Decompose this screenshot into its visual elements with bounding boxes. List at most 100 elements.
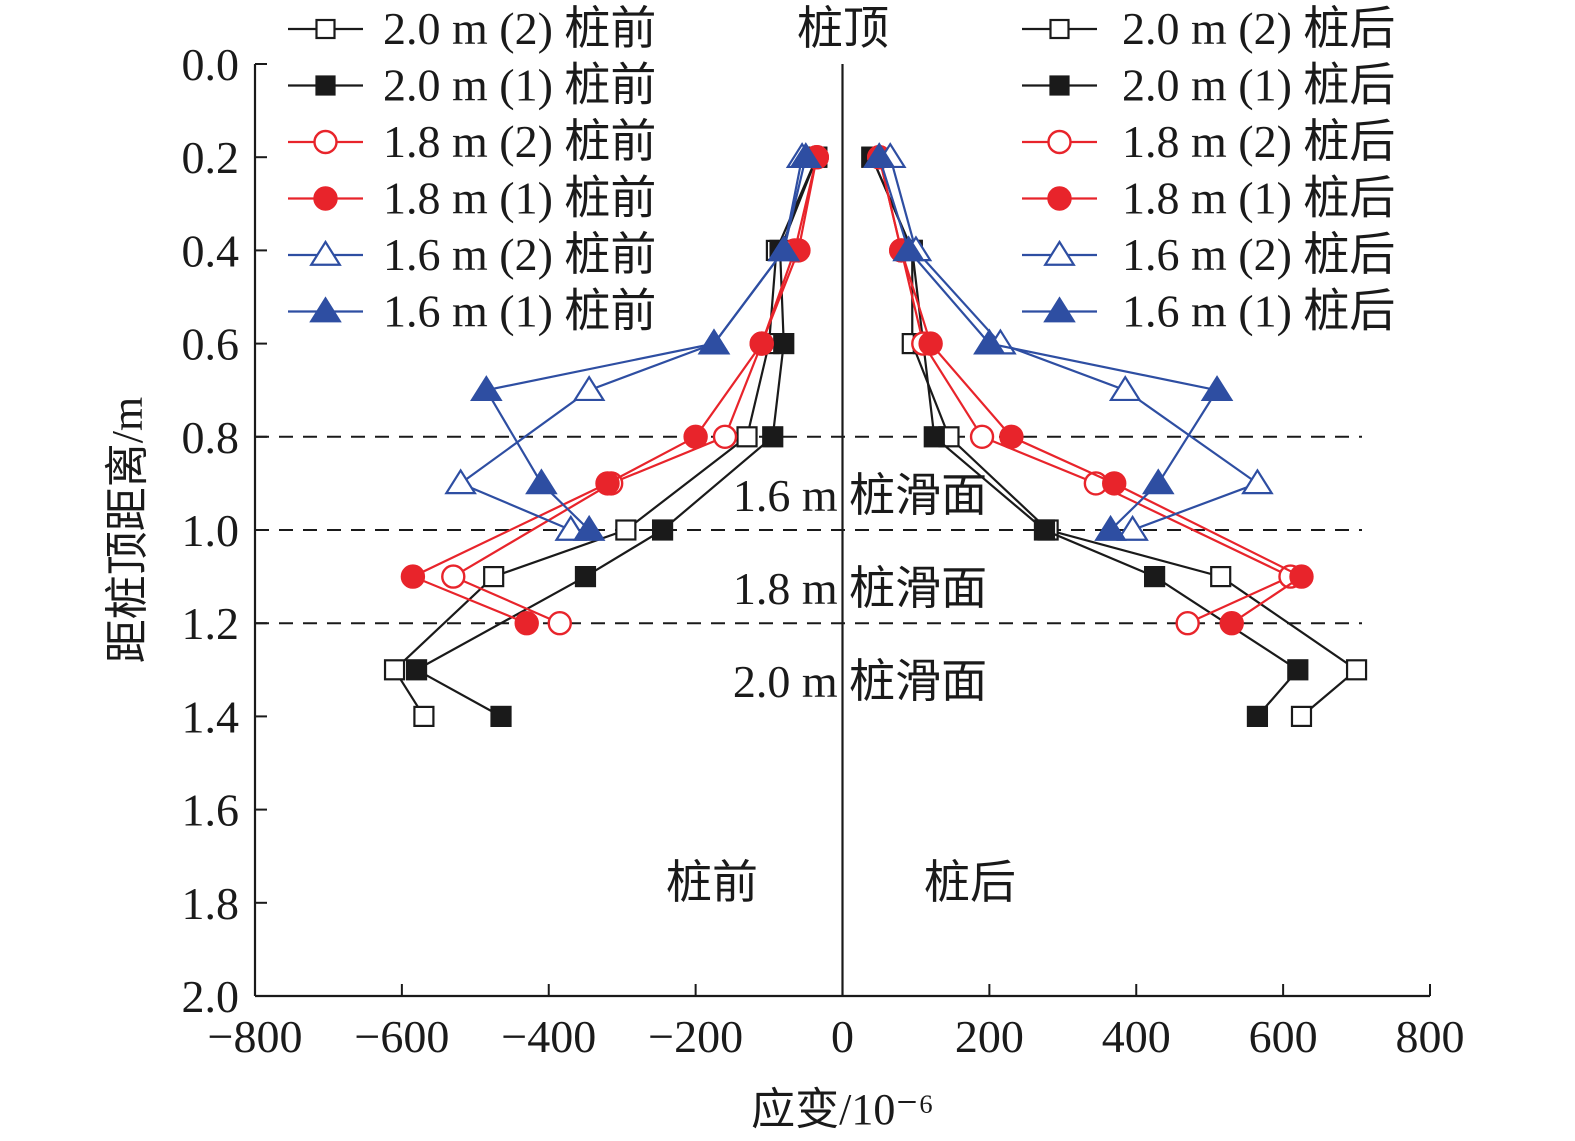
data-point-6-6 — [1345, 659, 1368, 681]
legend-label-6: 2.0 m (2) 桩后 — [1122, 3, 1395, 54]
slip-surface-label-1: 1.8 m 桩滑面 — [733, 563, 987, 614]
legend-label-4: 1.6 m (2) 桩前 — [383, 229, 656, 280]
legend-marker-8 — [1047, 129, 1072, 155]
legend-label-5: 1.6 m (1) 桩前 — [383, 286, 656, 337]
data-point-1-2 — [773, 333, 795, 355]
data-point-1-4 — [651, 519, 674, 541]
y-tick-label-10: 2.0 — [182, 971, 240, 1022]
x-tick-label-5: 200 — [955, 1011, 1024, 1062]
plot-layer: 1.6 m 桩滑面 1.8 m 桩滑面 2.0 m 桩滑面 — [255, 64, 1368, 996]
y-tick-label-1: 0.2 — [182, 132, 240, 183]
legend-label-9: 1.8 m (1) 桩后 — [1122, 173, 1395, 224]
legend-marker-4 — [309, 239, 342, 266]
legend-entry-11: 1.6 m (1) 桩后 — [1022, 286, 1395, 337]
legend-marker-5 — [309, 296, 342, 323]
data-point-11-0 — [862, 142, 896, 169]
legend-marker-7 — [1049, 75, 1070, 96]
y-tick-label-5: 1.0 — [182, 505, 240, 556]
series-11 — [862, 142, 1234, 541]
data-point-9-3 — [999, 424, 1024, 449]
legend-entry-10: 1.6 m (2) 桩后 — [1022, 229, 1395, 280]
series-line-0 — [393, 156, 818, 717]
legend-entry-5: 1.6 m (1) 桩前 — [288, 286, 656, 337]
data-point-11-3 — [1200, 375, 1234, 402]
legend-marker-0 — [315, 18, 336, 40]
data-point-7-4 — [1033, 519, 1056, 541]
legend-marker-1 — [315, 75, 336, 96]
data-point-8-6 — [1175, 611, 1200, 636]
data-point-1-6 — [405, 659, 428, 681]
legend-marker-11 — [1043, 296, 1076, 323]
data-point-9-2 — [918, 331, 943, 356]
x-tick-label-8: 800 — [1396, 1011, 1465, 1062]
x-tick-label-2: −400 — [501, 1011, 596, 1062]
data-point-1-5 — [574, 565, 597, 588]
y-tick-label-4: 0.8 — [182, 412, 240, 463]
series-line-8 — [878, 156, 1294, 625]
data-point-4-4 — [444, 468, 477, 495]
data-point-11-4 — [1141, 468, 1175, 495]
data-point-2-3 — [712, 424, 738, 449]
data-point-9-4 — [1102, 471, 1127, 496]
data-point-0-7 — [413, 705, 435, 728]
data-point-0-5 — [483, 565, 505, 588]
x-tick-label-4: 0 — [831, 1011, 854, 1062]
y-tick-label-9: 1.8 — [182, 878, 240, 929]
data-point-0-3 — [736, 426, 758, 448]
data-point-8-3 — [969, 424, 995, 449]
legend-entry-0: 2.0 m (2) 桩前 — [288, 3, 656, 54]
data-point-7-6 — [1287, 659, 1309, 681]
x-tick-label-6: 400 — [1102, 1011, 1171, 1062]
data-point-5-4 — [525, 468, 558, 495]
data-point-0-6 — [383, 659, 406, 681]
data-point-10-3 — [1108, 375, 1142, 402]
data-point-9-5 — [1289, 564, 1314, 589]
legend-entry-1: 2.0 m (1) 桩前 — [288, 60, 656, 111]
legend-marker-10 — [1043, 239, 1076, 266]
series-line-7 — [870, 156, 1300, 718]
data-point-10-4 — [1241, 468, 1274, 495]
data-point-1-7 — [490, 705, 512, 728]
legend-label-1: 2.0 m (1) 桩前 — [383, 60, 656, 111]
data-point-5-3 — [470, 375, 503, 402]
x-tick-label-7: 600 — [1249, 1011, 1318, 1062]
series-line-6 — [870, 156, 1359, 718]
x-tick-label-3: −200 — [648, 1011, 743, 1062]
y-tick-label-8: 1.6 — [182, 785, 240, 836]
data-point-3-4 — [595, 471, 620, 496]
data-point-2-5 — [441, 564, 466, 589]
data-point-6-7 — [1290, 705, 1313, 728]
legend-marker-6 — [1049, 18, 1070, 40]
legend-label-10: 1.6 m (2) 桩后 — [1122, 229, 1395, 280]
data-point-3-2 — [749, 331, 774, 356]
legend-label-2: 1.8 m (2) 桩前 — [383, 116, 656, 167]
legend-marker-3 — [313, 186, 338, 211]
pile-top-label: 桩顶 — [797, 3, 889, 54]
data-point-9-6 — [1219, 611, 1244, 636]
legend-layer: 2.0 m (2) 桩前 2.0 m (1) 桩前1.8 m (2) 桩前 1.8 … — [288, 3, 1395, 337]
data-point-2-6 — [547, 611, 572, 636]
data-point-1-3 — [762, 426, 784, 448]
slip-surface-label-2: 2.0 m 桩滑面 — [733, 656, 987, 707]
legend-label-0: 2.0 m (2) 桩前 — [383, 3, 656, 54]
series-line-2 — [450, 156, 818, 625]
data-point-10-5 — [1116, 514, 1149, 541]
series-3 — [400, 144, 829, 636]
series-line-3 — [410, 156, 818, 625]
x-axis-title: 应变/10⁻⁶ — [751, 1085, 934, 1134]
data-point-7-3 — [923, 426, 945, 448]
legend-label-3: 1.8 m (1) 桩前 — [383, 173, 656, 224]
data-point-3-6 — [514, 611, 539, 636]
series-line-9 — [878, 156, 1304, 625]
data-point-5-1 — [767, 235, 801, 262]
data-point-0-4 — [615, 519, 637, 541]
axes-layer: −800 −600 −400 −200 0 200 400 600 800 0.0 0.2 0.4 0.… — [103, 3, 1465, 1134]
legend-marker-2 — [313, 129, 338, 155]
legend-label-7: 2.0 m (1) 桩后 — [1122, 60, 1395, 111]
data-point-7-7 — [1246, 705, 1269, 728]
series-5 — [470, 142, 823, 541]
pile-back-label: 桩后 — [924, 857, 1016, 908]
y-axis-title: 距桩顶距离/m — [103, 397, 152, 663]
x-tick-label-0: −800 — [208, 1011, 303, 1062]
